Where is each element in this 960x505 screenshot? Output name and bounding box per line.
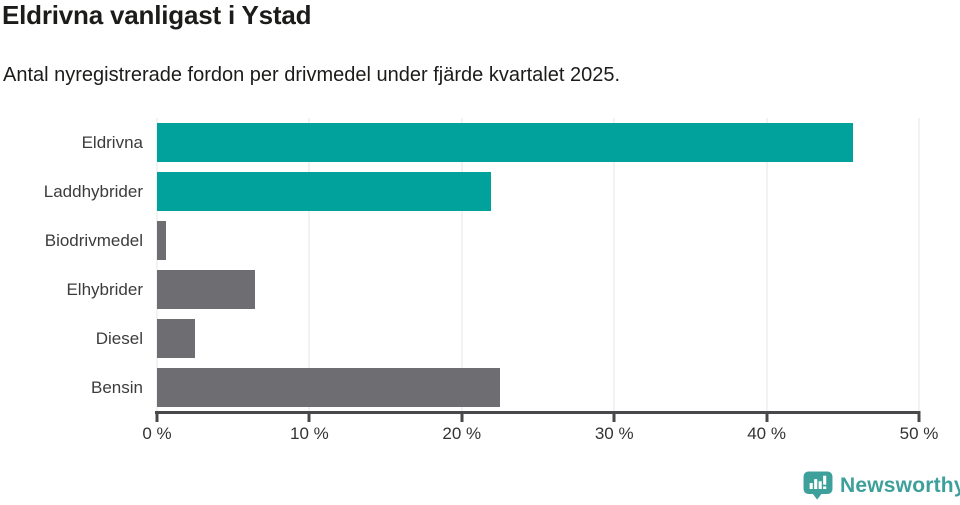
tick-label-20: 20 % (442, 424, 482, 443)
bar-row (157, 216, 919, 265)
category-label-biodrivmedel: Biodrivmedel (44, 230, 143, 250)
tick-mark-50 (917, 411, 921, 422)
bar-elhybrider (157, 270, 255, 309)
gridline-40 (766, 118, 768, 412)
chart-title: Eldrivna vanligast i Ystad (2, 0, 312, 30)
gridline-30 (613, 118, 615, 412)
tick-mark-40 (765, 411, 769, 422)
category-label-diesel: Diesel (95, 328, 143, 348)
tick-label-40: 40 % (747, 424, 786, 443)
bar-row (157, 265, 919, 314)
y-axis-category-labels: Eldrivna Laddhybrider Biodrivmedel Elhybrid… (0, 118, 143, 412)
gridline-20 (461, 118, 463, 412)
category-label-bensin: Bensin (91, 377, 143, 397)
tick-label-0: 0 % (142, 424, 172, 443)
category-label-elhybrider: Elhybrider (66, 279, 143, 299)
chart-subtitle: Antal nyregistrerade fordon per drivmede… (3, 64, 621, 86)
tick-mark-10 (307, 411, 311, 422)
x-axis-line (155, 411, 920, 414)
gridline-0 (156, 118, 158, 412)
tick-mark-20 (460, 411, 464, 422)
gridline-10 (308, 118, 310, 412)
category-label-laddhybrider: Laddhybrider (43, 181, 143, 201)
bar-diesel (157, 319, 196, 358)
bar-eldrivna (157, 123, 854, 162)
tick-mark-30 (612, 411, 616, 422)
bar-bensin (157, 368, 500, 407)
x-axis-tick-marks (155, 411, 921, 423)
plot-area (156, 118, 920, 412)
gridline-50 (918, 118, 920, 412)
bar-row (157, 363, 919, 412)
newsworthy-logo: Newsworthy (803, 471, 960, 501)
tick-label-10: 10 % (290, 424, 329, 443)
bar-biodrivmedel (157, 221, 167, 260)
tick-label-30: 30 % (594, 424, 634, 443)
tick-label-50: 50 % (899, 424, 939, 443)
bar-row (157, 167, 919, 216)
bar-row (157, 314, 919, 363)
bar-chart-speech-bubble-icon (803, 471, 833, 500)
x-axis-tick-labels: 0 % 10 % 20 % 30 % 40 % 50 % (142, 424, 938, 448)
category-label-eldrivna: Eldrivna (81, 132, 143, 152)
tick-mark-0 (155, 411, 159, 422)
bar-laddhybrider (157, 172, 491, 211)
newsworthy-brand-text: Newsworthy (840, 474, 960, 497)
bar-row (157, 118, 919, 167)
